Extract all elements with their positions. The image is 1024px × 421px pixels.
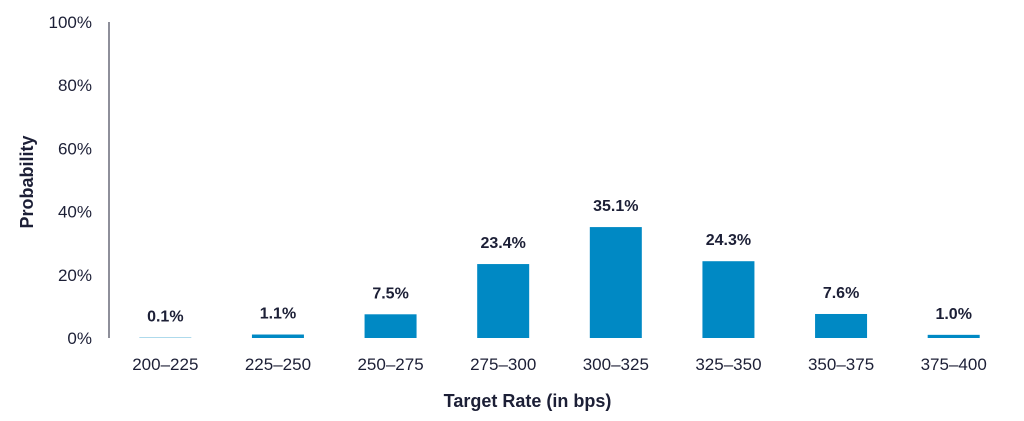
x-tick-label: 350–375	[808, 355, 874, 374]
x-axis-ticks: 200–225 225–250 250–275 275–300 300–325 325–3…	[132, 355, 987, 374]
y-tick-label: 100%	[49, 13, 92, 32]
x-tick-label: 300–325	[583, 355, 649, 374]
x-tick-label: 250–275	[357, 355, 423, 374]
bar-data-label: 23.4%	[481, 235, 526, 252]
y-tick-label: 20%	[58, 266, 92, 285]
y-tick-label: 40%	[58, 203, 92, 222]
bar	[815, 313, 868, 338]
bar-data-label: 0.1%	[147, 309, 183, 326]
bar	[589, 227, 642, 338]
y-axis-title: Probability	[17, 135, 37, 228]
y-tick-label: 0%	[67, 329, 92, 348]
bar	[702, 261, 755, 338]
bar	[927, 334, 980, 338]
y-axis-ticks: 0% 20% 40% 60% 80% 100%	[49, 13, 92, 348]
x-tick-label: 275–300	[470, 355, 536, 374]
bar	[364, 314, 417, 338]
bar-data-label: 1.1%	[260, 306, 296, 323]
x-axis-title: Target Rate (in bps)	[444, 391, 612, 411]
x-tick-label: 200–225	[132, 355, 198, 374]
x-tick-label: 375–400	[921, 355, 987, 374]
bar-data-label: 1.0%	[935, 306, 971, 323]
data-labels: 0.1% 1.1% 7.5% 23.4% 35.1% 24.3% 7.6% 1.0%	[147, 198, 972, 326]
x-tick-label: 325–350	[695, 355, 761, 374]
bars	[139, 227, 980, 338]
bar-data-label: 7.6%	[823, 285, 859, 302]
bar-data-label: 24.3%	[706, 232, 751, 249]
bar	[477, 264, 530, 338]
x-tick-label: 225–250	[245, 355, 311, 374]
bar-data-label: 7.5%	[372, 285, 408, 302]
bar	[251, 334, 304, 338]
y-tick-label: 80%	[58, 76, 92, 95]
bar-data-label: 35.1%	[593, 198, 638, 215]
y-tick-label: 60%	[58, 139, 92, 158]
